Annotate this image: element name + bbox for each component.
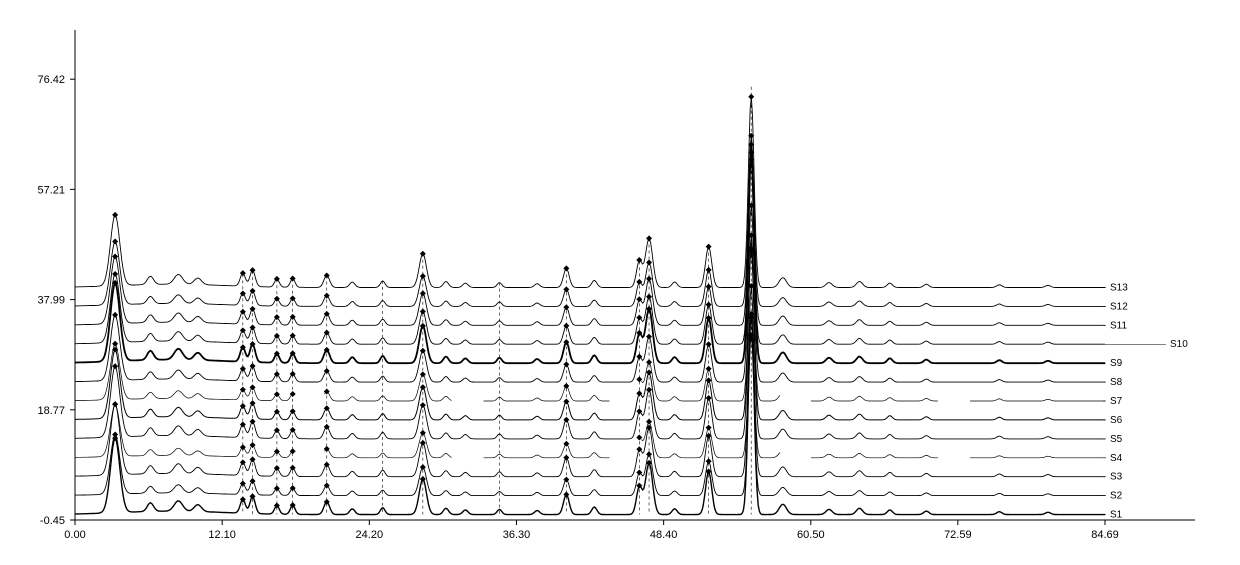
x-tick-label: 0.00: [64, 529, 85, 541]
y-tick-label: -0.45: [40, 515, 65, 527]
trace-label: S11: [1110, 320, 1127, 331]
trace-label: S10: [1170, 339, 1188, 350]
trace-label: S1: [1110, 510, 1123, 521]
trace-label: S3: [1110, 472, 1123, 483]
trace-label: S4: [1110, 453, 1123, 464]
x-tick-label: 72.59: [944, 529, 972, 541]
x-tick-label: 12.10: [208, 529, 236, 541]
chart-svg: S1 S2 S3 S4 S5 S6 S7 S8 S9 S10 S11 S12 S13 0.00 12.10 2…: [0, 0, 1240, 565]
trace-label: S7: [1110, 396, 1123, 407]
trace-label: S8: [1110, 377, 1123, 388]
chromatogram-chart: S1 S2 S3 S4 S5 S6 S7 S8 S9 S10 S11 S12 S13 0.00 12.10 2…: [0, 0, 1240, 565]
trace-label: S5: [1110, 434, 1123, 445]
trace-label: S2: [1110, 491, 1123, 502]
y-tick-label: 76.42: [37, 74, 65, 86]
y-tick-label: 37.99: [37, 295, 65, 307]
y-tick-label: 57.21: [37, 184, 65, 196]
trace-label: S12: [1110, 301, 1128, 312]
trace-label: S13: [1110, 282, 1128, 293]
x-tick-label: 36.30: [503, 529, 531, 541]
y-tick-label: 18.77: [37, 405, 65, 417]
x-tick-label: 24.20: [356, 529, 384, 541]
trace-label: S6: [1110, 415, 1123, 426]
x-tick-label: 48.40: [650, 529, 678, 541]
trace-label: S9: [1110, 358, 1123, 369]
x-tick-label: 84.69: [1091, 529, 1119, 541]
x-tick-label: 60.50: [797, 529, 825, 541]
